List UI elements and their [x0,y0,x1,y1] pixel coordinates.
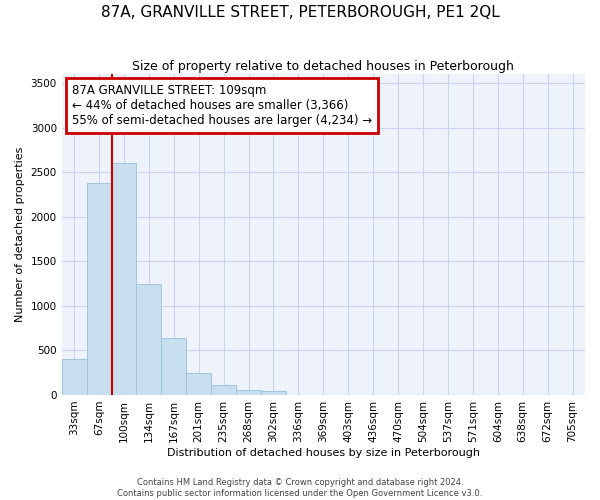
Bar [62,360,86,395]
Bar [136,284,161,395]
X-axis label: Distribution of detached houses by size in Peterborough: Distribution of detached houses by size … [167,448,480,458]
Y-axis label: Number of detached properties: Number of detached properties [15,147,25,322]
Text: Contains HM Land Registry data © Crown copyright and database right 2024.
Contai: Contains HM Land Registry data © Crown c… [118,478,482,498]
Text: 87A, GRANVILLE STREET, PETERBOROUGH, PE1 2QL: 87A, GRANVILLE STREET, PETERBOROUGH, PE1… [101,5,499,20]
Bar [236,390,261,395]
Bar [112,164,136,395]
Bar [161,338,186,395]
Bar [186,372,211,395]
Bar [211,385,236,395]
Bar [261,390,286,395]
Bar [86,183,112,395]
Title: Size of property relative to detached houses in Peterborough: Size of property relative to detached ho… [133,60,514,73]
Text: 87A GRANVILLE STREET: 109sqm
← 44% of detached houses are smaller (3,366)
55% of: 87A GRANVILLE STREET: 109sqm ← 44% of de… [72,84,372,127]
